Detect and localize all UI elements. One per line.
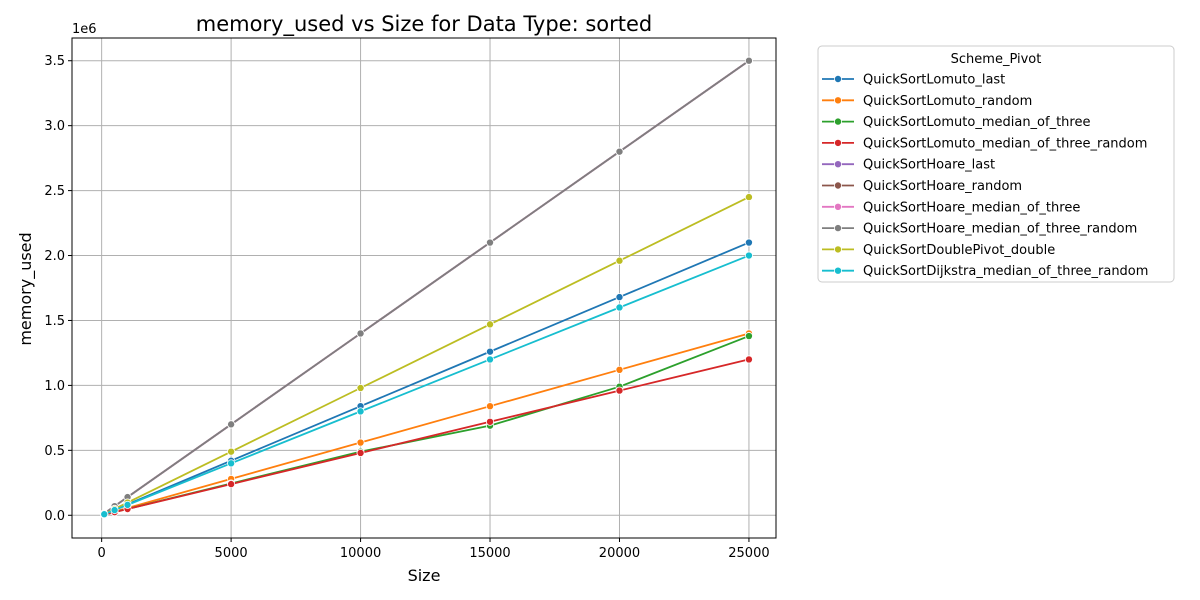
legend-marker (834, 117, 843, 126)
data-point (356, 448, 365, 457)
y-tick-label: 2.0 (44, 249, 65, 264)
series-line (103, 196, 750, 515)
data-point (744, 355, 753, 364)
plot-area-frame (71, 37, 777, 539)
data-point (356, 329, 365, 338)
data-point (227, 420, 236, 429)
data-point (615, 365, 624, 374)
legend-entry: QuickSortDijkstra_median_of_three_random (822, 264, 1148, 279)
data-point (356, 438, 365, 447)
y-tick-label: 0.5 (44, 444, 65, 459)
legend-label: QuickSortHoare_median_of_three (863, 200, 1080, 215)
series-QuickSortDoublePivot_double (100, 193, 753, 518)
data-point (486, 417, 495, 426)
data-point (486, 402, 495, 411)
data-point (356, 407, 365, 416)
series-lines (100, 56, 753, 519)
legend-marker (834, 224, 843, 233)
legend-marker (834, 181, 843, 190)
x-tick-label: 5000 (215, 546, 248, 561)
y-tick-label: 0.0 (44, 509, 65, 524)
legend-label: QuickSortHoare_median_of_three_random (863, 222, 1137, 237)
y-tick-label: 1.5 (44, 314, 65, 329)
data-point (227, 447, 236, 456)
y-tick-label: 1.0 (44, 379, 65, 394)
data-point (615, 293, 624, 302)
legend-label: QuickSortLomuto_median_of_three (863, 115, 1090, 130)
legend-label: QuickSortDijkstra_median_of_three_random (863, 264, 1148, 279)
data-point (486, 238, 495, 247)
series-line (103, 254, 750, 516)
legend-marker (834, 96, 843, 105)
series-line (103, 332, 750, 516)
data-point (744, 251, 753, 260)
x-tick-label: 15000 (469, 546, 510, 561)
legend-marker (834, 75, 843, 84)
y-tick-label: 3.0 (44, 119, 65, 134)
legend-entry: QuickSortLomuto_median_of_three_random (822, 136, 1147, 151)
series-line (103, 59, 750, 515)
series-QuickSortDijkstra_median_of_three_random (100, 251, 753, 519)
data-point (744, 193, 753, 202)
legend-label: QuickSortHoare_last (863, 158, 995, 173)
legend: Scheme_Pivot QuickSortLomuto_lastQuickSo… (817, 45, 1175, 283)
legend-marker (834, 160, 843, 169)
data-point (615, 256, 624, 265)
data-point (744, 56, 753, 65)
data-point (356, 383, 365, 392)
legend-entry: QuickSortLomuto_random (822, 94, 1032, 109)
data-point (227, 459, 236, 468)
series-line (104, 358, 750, 516)
legend-label: QuickSortHoare_random (863, 179, 1022, 194)
data-point (486, 347, 495, 356)
x-tick-label: 0 (98, 546, 106, 561)
grid-lines (72, 38, 776, 538)
legend-items: QuickSortLomuto_last QuickSortLomuto_rand… (822, 73, 1148, 279)
legend-entry: QuickSortLomuto_last (822, 73, 1005, 88)
chart-title: memory_used vs Size for Data Type: sorte… (196, 12, 653, 37)
data-point (486, 320, 495, 329)
y-axis-offset-label: 1e6 (72, 22, 97, 37)
data-point (227, 480, 236, 489)
x-tick-label: 20000 (599, 546, 640, 561)
y-tick-label: 3.5 (44, 54, 65, 69)
legend-marker (834, 138, 843, 147)
x-tick-label: 25000 (728, 546, 769, 561)
legend-label: QuickSortDoublePivot_double (863, 243, 1055, 258)
series-line (103, 241, 750, 516)
data-point (100, 510, 109, 519)
x-tick-label: 10000 (340, 546, 381, 561)
data-point (744, 332, 753, 341)
series-QuickSortLomuto_median_of_three_random (100, 355, 753, 519)
legend-entry: QuickSortDoublePivot_double (822, 243, 1055, 258)
x-axis-title: Size (408, 566, 441, 585)
y-axis-title: memory_used (16, 232, 36, 345)
data-point (110, 506, 119, 515)
data-point (744, 238, 753, 247)
legend-entry: QuickSortHoare_random (822, 179, 1022, 194)
data-point (615, 386, 624, 395)
legend-label: QuickSortLomuto_random (863, 94, 1032, 109)
legend-label: QuickSortLomuto_last (863, 73, 1005, 88)
data-point (123, 500, 132, 509)
data-point (615, 147, 624, 156)
legend-marker (834, 266, 843, 275)
legend-entry: QuickSortHoare_median_of_three_random (822, 222, 1137, 237)
axis-ticks: 0 5000 10000 15000 20000 25000 0.0 0.5 1.0 1.5 2.0… (44, 54, 769, 561)
series-QuickSortLomuto_random (100, 329, 753, 519)
legend-entry: QuickSortHoare_median_of_three (822, 200, 1080, 215)
data-point (615, 303, 624, 312)
legend-entry: QuickSortHoare_last (822, 158, 995, 173)
legend-box (817, 45, 1175, 283)
series-QuickSortHoare_median_of_three_random (100, 56, 753, 518)
legend-entry: QuickSortLomuto_median_of_three (822, 115, 1090, 130)
legend-marker (834, 245, 843, 254)
legend-label: QuickSortLomuto_median_of_three_random (863, 136, 1147, 151)
legend-marker (834, 202, 843, 211)
data-point (486, 355, 495, 364)
legend-title: Scheme_Pivot (951, 52, 1042, 67)
y-tick-label: 2.5 (44, 184, 65, 199)
